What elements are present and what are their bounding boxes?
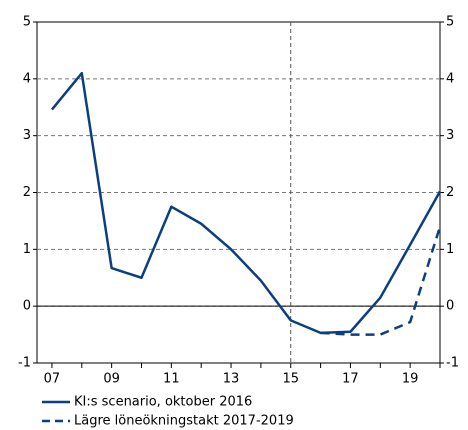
series-line [320,226,442,336]
x-tick-label: 07 [44,372,61,387]
legend-label: KI:s scenario, oktober 2016 [74,395,252,410]
x-tick-label: 19 [402,372,419,387]
y2-tick-label: 3 [446,128,454,143]
y2-tick-label: 2 [446,185,454,200]
x-tick-label: 13 [223,372,240,387]
x-tick-label: 15 [282,372,299,387]
x-tick-label: 11 [163,372,180,387]
x-tick-label: 09 [103,372,120,387]
y-tick-label: 0 [23,299,31,314]
plot-frame [36,21,441,364]
y2-tick-label: 1 [446,242,454,257]
y2-tick-label: -1 [446,356,459,371]
y-tick-label: 2 [23,185,31,200]
y-tick-label: -1 [18,356,31,371]
y-tick-label: 5 [23,15,31,30]
y-tick-label: 3 [23,128,31,143]
y2-tick-label: 5 [446,15,454,30]
series-line [50,71,442,335]
y2-tick-label: 0 [446,299,454,314]
y-tick-label: 1 [23,242,31,257]
y-tick-label: 4 [23,71,31,86]
legend-label: Lägre löneökningstakt 2017-2019 [74,414,294,429]
y2-tick-label: 4 [446,71,454,86]
x-tick-label: 17 [342,372,359,387]
